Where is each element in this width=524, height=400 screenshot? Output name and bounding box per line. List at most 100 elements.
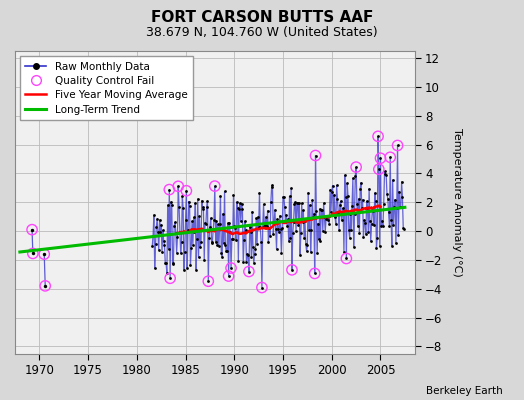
Point <box>172 249 181 256</box>
Point <box>168 260 177 267</box>
Point <box>179 204 187 211</box>
Point <box>347 227 355 233</box>
Point <box>268 182 277 188</box>
Point <box>192 266 200 273</box>
Point <box>280 194 288 200</box>
Point <box>269 230 278 237</box>
Point <box>254 214 262 220</box>
Point <box>233 199 241 205</box>
Point <box>364 229 373 236</box>
Point <box>170 223 178 230</box>
Point <box>320 214 329 221</box>
Point <box>377 223 386 230</box>
Point <box>350 244 358 250</box>
Point <box>267 183 276 190</box>
Point <box>249 244 257 251</box>
Point <box>186 262 194 269</box>
Point <box>379 200 388 207</box>
Point <box>252 215 260 221</box>
Point <box>305 202 314 208</box>
Point <box>319 227 327 234</box>
Point <box>366 218 374 224</box>
Point <box>178 193 187 199</box>
Point <box>400 226 408 232</box>
Point <box>197 239 205 245</box>
Point <box>209 226 217 232</box>
Point <box>392 205 401 211</box>
Point <box>266 232 274 239</box>
Point <box>240 237 248 243</box>
Point <box>216 193 225 200</box>
Point <box>305 227 313 234</box>
Point <box>339 205 347 212</box>
Point <box>214 221 222 228</box>
Point <box>182 188 191 194</box>
Point <box>357 180 365 186</box>
Point <box>246 224 254 230</box>
Point <box>225 220 234 226</box>
Point <box>383 191 391 198</box>
Point <box>156 228 165 235</box>
Point <box>160 242 169 248</box>
Point <box>314 236 323 243</box>
Point <box>29 250 37 257</box>
Point <box>276 212 284 219</box>
Point <box>175 204 183 210</box>
Point <box>226 229 234 235</box>
Point <box>272 246 281 252</box>
Point <box>385 223 394 230</box>
Point <box>250 251 259 257</box>
Point <box>196 244 204 251</box>
Point <box>244 252 252 258</box>
Point <box>191 200 200 206</box>
Text: 38.679 N, 104.760 W (United States): 38.679 N, 104.760 W (United States) <box>146 26 378 39</box>
Point <box>245 268 253 275</box>
Point <box>370 190 379 196</box>
Point <box>265 224 274 231</box>
Point <box>249 260 258 266</box>
Point <box>238 206 247 212</box>
Point <box>40 251 48 257</box>
Point <box>183 265 191 271</box>
Point <box>304 189 312 196</box>
Point <box>28 226 36 233</box>
Point <box>184 227 192 234</box>
Point <box>187 245 195 251</box>
Point <box>346 210 355 217</box>
Point <box>255 190 264 196</box>
Point <box>40 251 48 257</box>
Point <box>282 212 290 218</box>
Point <box>390 204 398 210</box>
Point <box>194 254 203 260</box>
Point <box>233 204 242 211</box>
Point <box>323 217 332 223</box>
Point <box>234 258 243 264</box>
Point <box>184 198 193 205</box>
Point <box>218 254 226 260</box>
Point <box>368 205 377 211</box>
Point <box>261 222 269 228</box>
Point <box>286 193 294 200</box>
Point <box>310 211 318 217</box>
Point <box>174 183 182 190</box>
Point <box>325 220 333 227</box>
Point <box>271 207 279 213</box>
Point <box>165 186 173 193</box>
Point <box>150 212 158 218</box>
Point <box>302 240 310 247</box>
Point <box>166 275 174 282</box>
Point <box>41 283 49 289</box>
Point <box>288 267 296 273</box>
Point <box>148 243 157 249</box>
Point <box>302 248 311 254</box>
Point <box>354 223 362 230</box>
Point <box>345 227 353 234</box>
Point <box>357 204 366 211</box>
Point <box>151 241 160 247</box>
Point <box>181 217 190 223</box>
Point <box>375 166 383 172</box>
Point <box>176 228 184 235</box>
Point <box>362 230 370 237</box>
Point <box>397 178 406 185</box>
Point <box>202 204 211 210</box>
